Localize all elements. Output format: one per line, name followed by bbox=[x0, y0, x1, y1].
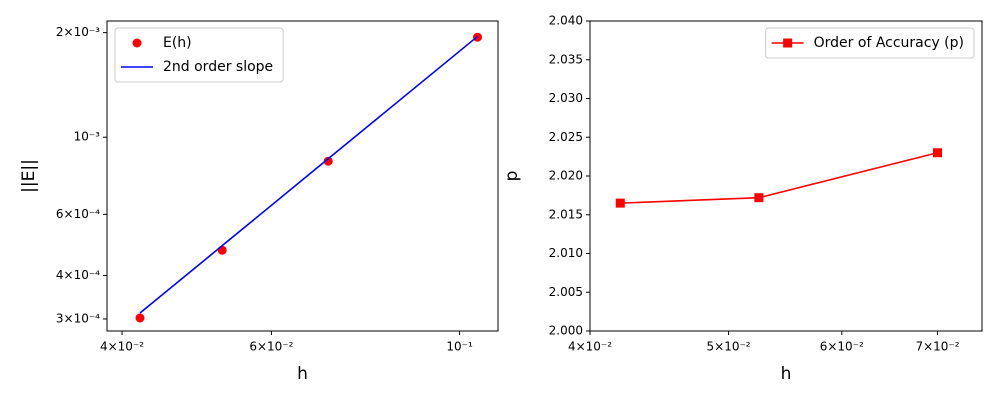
marker bbox=[754, 193, 764, 203]
marker bbox=[783, 38, 793, 48]
legend-frame bbox=[765, 27, 975, 59]
x-axis-label: h bbox=[297, 364, 308, 384]
y-tick-label: 2.005 bbox=[549, 285, 583, 299]
x-tick-label: 6×10⁻² bbox=[820, 340, 864, 354]
legend: Order of Accuracy (p) bbox=[765, 27, 975, 59]
x-tick-label: 5×10⁻² bbox=[707, 340, 751, 354]
y-tick-label: 2.030 bbox=[549, 91, 583, 105]
legend-label: 2nd order slope bbox=[163, 59, 273, 75]
subplot: 4×10⁻² 6×10⁻² 10⁻¹ 3×10⁻⁴ 4×10⁻⁴ 6×10⁻⁴ 10⁻³ 2×… bbox=[19, 20, 499, 384]
legend-label: E(h) bbox=[163, 35, 192, 51]
y-tick-label: 2.010 bbox=[549, 246, 583, 260]
x-tick-label: 7×10⁻² bbox=[915, 340, 959, 354]
legend-frame bbox=[114, 27, 284, 83]
x-tick-label: 10⁻¹ bbox=[446, 340, 473, 354]
marker bbox=[132, 38, 142, 48]
y-tick-label: 2.025 bbox=[549, 130, 583, 144]
marker bbox=[933, 148, 943, 158]
series-line bbox=[139, 35, 479, 314]
y-tick-label: 2.040 bbox=[549, 14, 583, 28]
y-tick-label: 3×10⁻⁴ bbox=[56, 311, 100, 325]
marker bbox=[615, 198, 625, 208]
marker bbox=[323, 156, 333, 166]
x-tick-label: 6×10⁻² bbox=[249, 340, 293, 354]
y-tick-label: 2.015 bbox=[549, 207, 583, 221]
x-tick-label: 4×10⁻² bbox=[100, 340, 144, 354]
y-tick-label: 2.035 bbox=[549, 52, 583, 66]
y-axis-label: ||E|| bbox=[19, 159, 39, 193]
y-tick-label: 6×10⁻⁴ bbox=[56, 207, 100, 221]
y-tick-label: 2.000 bbox=[549, 324, 583, 338]
y-tick-label: 2.020 bbox=[549, 169, 583, 183]
y-tick-label: 4×10⁻⁴ bbox=[56, 268, 100, 282]
marker bbox=[217, 245, 227, 255]
legend-label: Order of Accuracy (p) bbox=[814, 35, 964, 51]
axes-frame bbox=[106, 20, 499, 332]
subplot: 4×10⁻² 5×10⁻² 6×10⁻² 7×10⁻² 2.000 2.005 2.010 2… bbox=[502, 14, 983, 384]
series-line bbox=[620, 151, 938, 204]
x-tick-label: 4×10⁻² bbox=[568, 340, 612, 354]
x-axis-label: h bbox=[781, 364, 792, 384]
legend: E(h) 2nd order slope bbox=[114, 27, 284, 83]
y-tick-label: 2×10⁻³ bbox=[56, 25, 100, 39]
marker bbox=[135, 313, 145, 323]
y-axis-label: p bbox=[502, 171, 522, 182]
y-tick-label: 10⁻³ bbox=[74, 130, 101, 144]
axes-frame bbox=[589, 20, 983, 332]
